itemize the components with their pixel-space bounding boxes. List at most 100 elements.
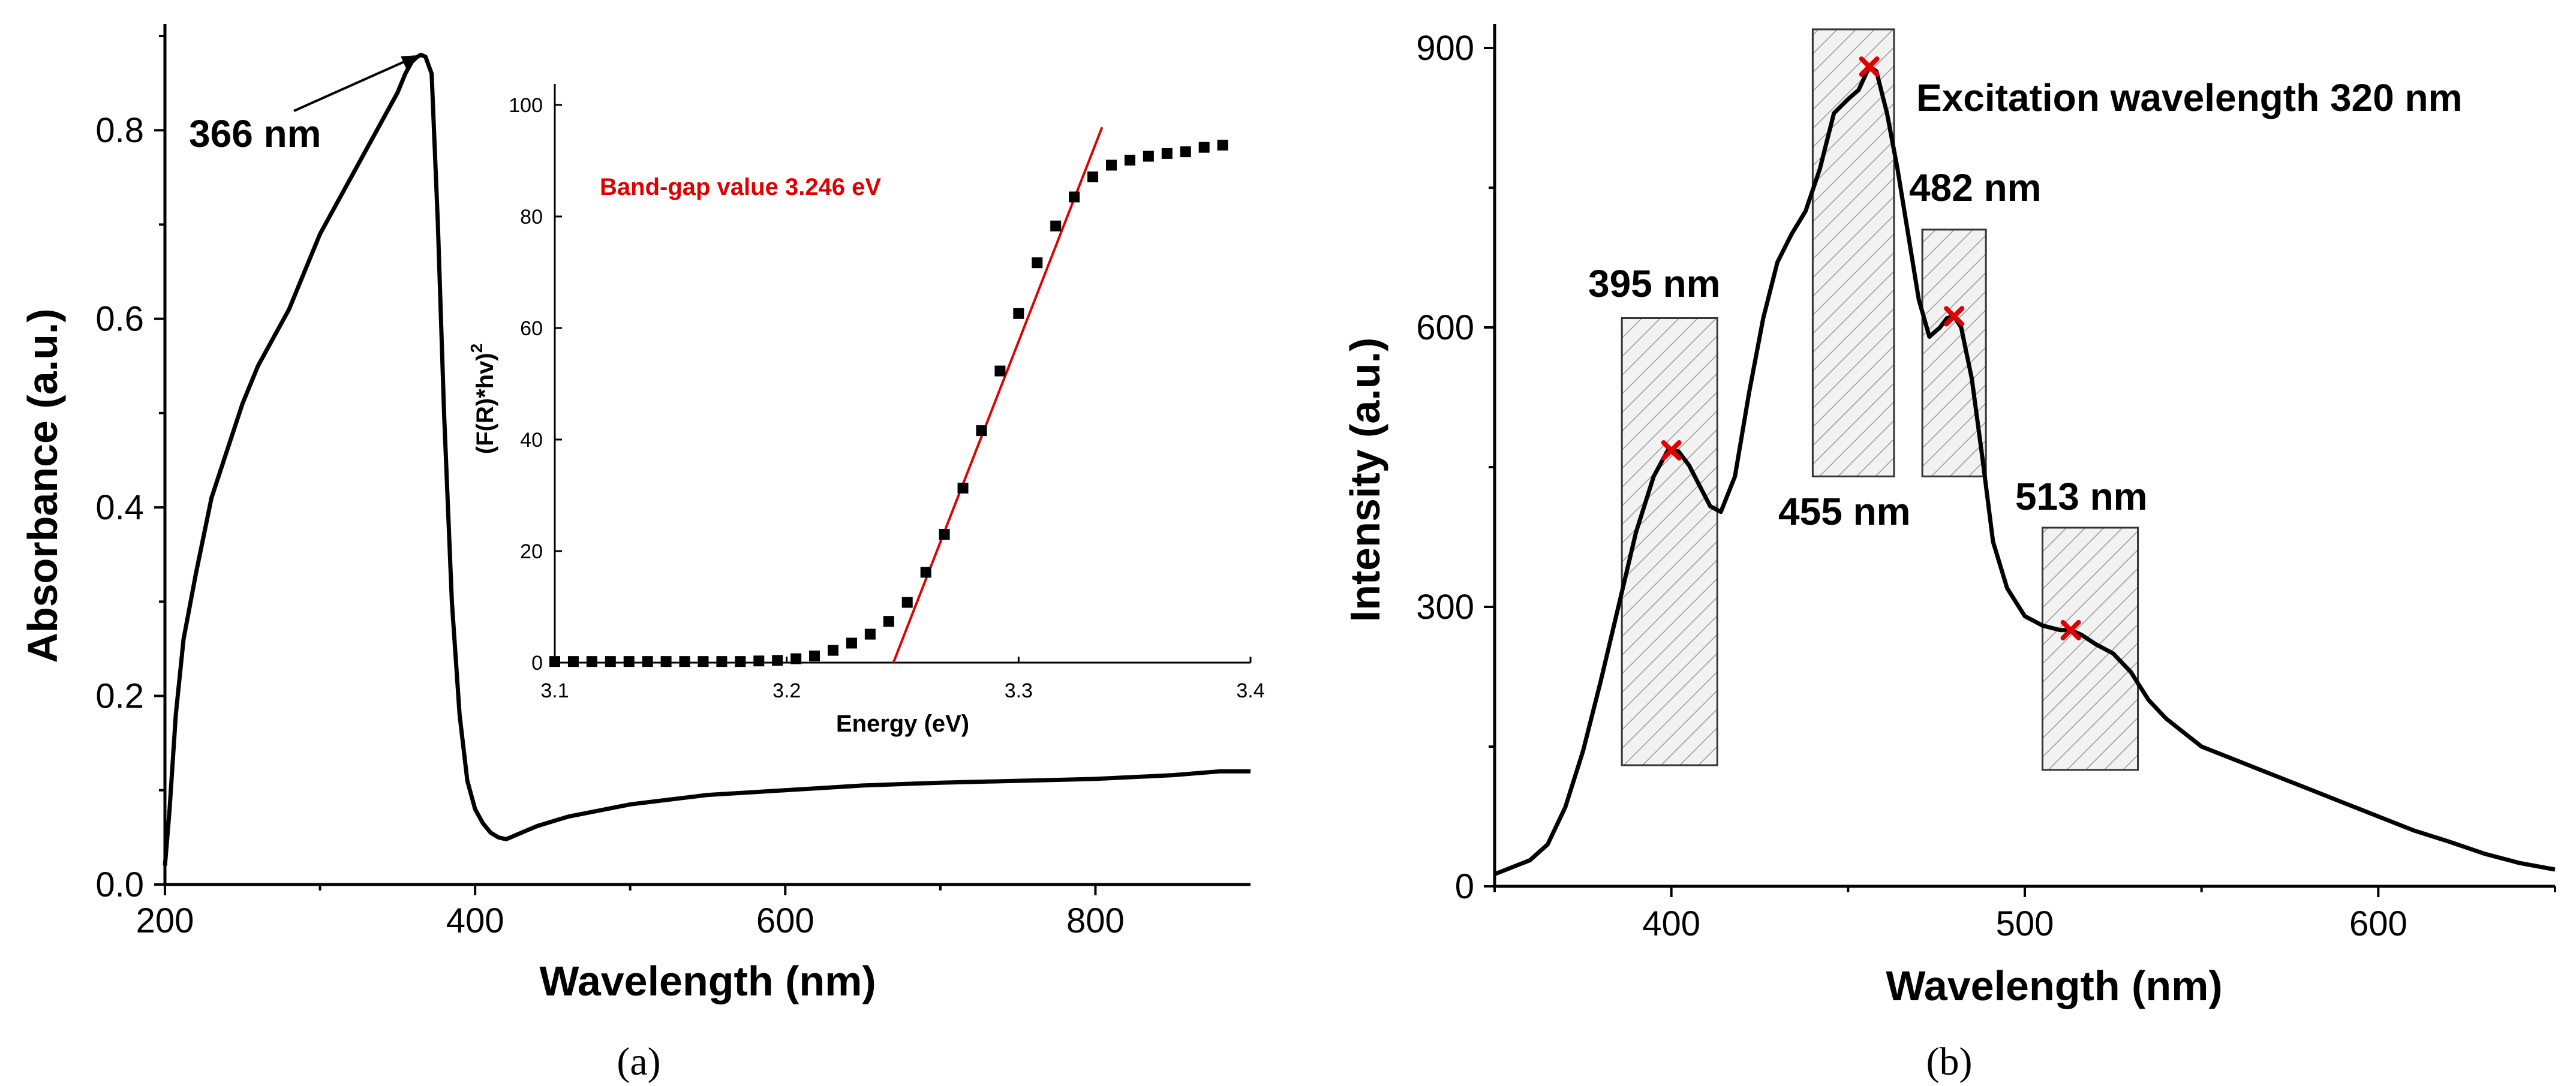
inset-points bbox=[549, 139, 1228, 667]
inset-y-label-sup: 2 bbox=[467, 344, 486, 353]
inset-xtick-label: 3.2 bbox=[773, 679, 801, 702]
inset-data-point bbox=[883, 616, 894, 627]
inset-data-point bbox=[660, 656, 672, 667]
inset-data-point bbox=[679, 656, 690, 667]
excitation-label: Excitation wavelength 320 nm bbox=[1916, 76, 2463, 119]
inset-ticks: 3.1 3.2 3.3 3.4 0 20 40 60 80 100 bbox=[509, 94, 1264, 702]
inset-bandgap-label: Band-gap value 3.246 eV bbox=[600, 174, 881, 200]
hatched-region-box bbox=[1811, 28, 1895, 478]
inset-data-point bbox=[901, 597, 913, 608]
panel-a-ytick-label: 0.8 bbox=[95, 111, 144, 150]
panel-a-y-label: Absorbance (a.u.) bbox=[19, 308, 66, 663]
inset-data-point bbox=[976, 425, 987, 437]
inset-data-point bbox=[1087, 171, 1099, 182]
panel-b-intensity-curve bbox=[1493, 64, 2556, 877]
inset-data-point bbox=[790, 653, 802, 664]
panel-b-ytick-label: 900 bbox=[1416, 29, 1474, 68]
panel-a-xtick-label: 800 bbox=[1066, 901, 1125, 940]
inset-data-point bbox=[642, 656, 653, 667]
inset-xtick-label: 3.3 bbox=[1005, 679, 1033, 702]
inset-data-point bbox=[567, 656, 579, 667]
peak-marker-x bbox=[2060, 619, 2081, 640]
panel-b-xtick-label: 400 bbox=[1642, 904, 1700, 943]
inset-ytick-label: 80 bbox=[520, 206, 543, 228]
inset-data-point bbox=[1143, 151, 1154, 162]
panel-b-x-label: Wavelength (nm) bbox=[1886, 962, 2222, 1009]
panel-b-xtick-label: 600 bbox=[2349, 904, 2407, 943]
inset-data-point bbox=[1180, 146, 1191, 158]
inset-data-point bbox=[846, 637, 857, 649]
inset-data-point bbox=[939, 529, 950, 540]
panel-b-xtick-label: 500 bbox=[1996, 904, 2054, 943]
peak-marker-x bbox=[1661, 440, 1682, 461]
hatched-region-box bbox=[1921, 228, 1987, 478]
panel-a-axes bbox=[163, 24, 1251, 886]
inset-data-point bbox=[1050, 220, 1062, 231]
inset-y-label: (F(R)*hv)2 bbox=[467, 344, 498, 454]
panel-b-y-label: Intensity (a.u.) bbox=[1342, 338, 1388, 622]
panel-a-peak-label: 366 nm bbox=[189, 112, 321, 155]
inset-x-label: Energy (eV) bbox=[836, 711, 969, 737]
inset-ytick-label: 20 bbox=[520, 540, 543, 563]
inset-data-point bbox=[716, 656, 728, 667]
inset-data-point bbox=[549, 656, 560, 667]
inset-ytick-label: 60 bbox=[520, 317, 543, 340]
panel-a-xtick-label: 400 bbox=[446, 901, 504, 940]
peak-marker-x bbox=[1944, 306, 1965, 327]
peak-marker-x bbox=[1859, 56, 1880, 77]
panel-b: 400 500 600 0 300 600 900 395 nm 455 nm 482 nm… bbox=[1342, 24, 2556, 1084]
panel-a-xtick-label: 200 bbox=[136, 901, 194, 940]
panel-b-ytick-label: 600 bbox=[1416, 308, 1474, 347]
inset-ytick-label: 0 bbox=[531, 652, 543, 675]
panel-b-ytick-label: 300 bbox=[1416, 588, 1474, 627]
inset-ytick-label: 100 bbox=[509, 94, 543, 117]
panel-b-hatched-boxes bbox=[1621, 28, 2139, 771]
peak-label-482: 482 nm bbox=[1909, 166, 2042, 209]
inset-data-point bbox=[1161, 148, 1173, 159]
panel-a-ytick-label: 0.6 bbox=[95, 300, 144, 339]
hatched-region-box bbox=[1621, 317, 1718, 766]
inset-data-point bbox=[828, 645, 838, 656]
panel-a-xtick-label: 600 bbox=[756, 901, 814, 940]
inset-data-point bbox=[1106, 160, 1117, 171]
inset-data-point bbox=[920, 567, 931, 578]
hatched-region-box bbox=[2041, 527, 2139, 771]
panel-b-peak-markers bbox=[1661, 56, 2081, 640]
panel-a-inset: 3.1 3.2 3.3 3.4 0 20 40 60 80 100 Band-gap value … bbox=[467, 84, 1265, 737]
inset-data-point bbox=[994, 365, 1006, 377]
panel-a-peak-arrowhead bbox=[401, 55, 423, 70]
panel-a-ytick-label: 0.2 bbox=[95, 677, 144, 716]
panel-a-series bbox=[163, 52, 1251, 866]
panel-b-caption: (b) bbox=[1926, 1040, 1973, 1084]
inset-data-point bbox=[753, 655, 765, 667]
panel-a-ytick-label: 0.0 bbox=[95, 865, 144, 904]
panel-b-ytick-label: 0 bbox=[1455, 867, 1474, 906]
inset-xtick-label: 3.1 bbox=[540, 679, 569, 702]
peak-label-455: 455 nm bbox=[1778, 490, 1911, 533]
peak-label-513: 513 nm bbox=[2015, 475, 2148, 518]
inset-data-point bbox=[1198, 142, 1210, 153]
inset-data-point bbox=[698, 656, 709, 667]
panel-b-series bbox=[1493, 64, 2556, 877]
inset-data-point bbox=[1124, 155, 1135, 166]
peak-label-395: 395 nm bbox=[1588, 262, 1721, 305]
inset-data-point bbox=[772, 655, 783, 666]
inset-data-point bbox=[1217, 139, 1228, 151]
inset-data-point bbox=[735, 656, 746, 667]
panel-a-ytick-label: 0.4 bbox=[95, 488, 144, 527]
inset-xtick-label: 3.4 bbox=[1236, 679, 1264, 702]
panel-b-ticks: 400 500 600 0 300 600 900 bbox=[1416, 29, 2556, 943]
panel-a-x-label: Wavelength (nm) bbox=[539, 958, 876, 1004]
inset-y-label-main: (F(R)*hv) bbox=[472, 353, 498, 454]
panel-a-peak-arrow bbox=[293, 57, 413, 112]
inset-data-point bbox=[605, 656, 616, 667]
inset-data-point bbox=[864, 628, 876, 640]
inset-data-point bbox=[809, 650, 820, 661]
inset-data-point bbox=[1032, 257, 1043, 269]
inset-data-point bbox=[586, 656, 597, 667]
inset-ytick-label: 40 bbox=[520, 429, 543, 452]
inset-data-point bbox=[1069, 191, 1080, 203]
